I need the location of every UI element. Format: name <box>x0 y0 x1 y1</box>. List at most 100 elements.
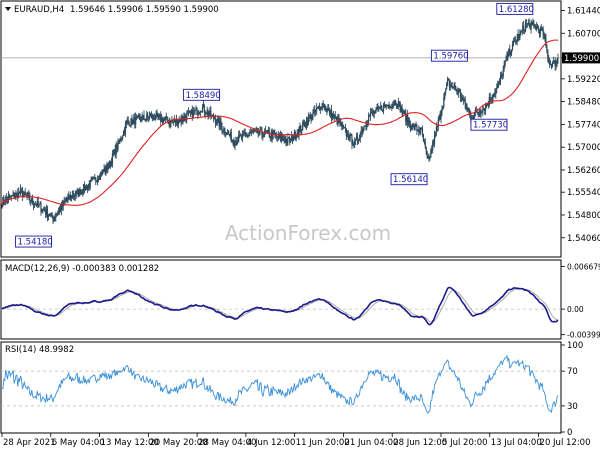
candle <box>221 122 223 135</box>
candle-body <box>239 135 241 136</box>
candle-body <box>262 134 264 138</box>
candle <box>10 195 12 202</box>
candle-body <box>109 162 111 167</box>
candle-body <box>167 121 169 124</box>
candle-body <box>382 104 385 111</box>
candle-body <box>271 132 273 139</box>
candle <box>251 129 253 137</box>
candle-body <box>44 210 46 212</box>
candle-body <box>280 134 282 141</box>
candle <box>426 150 428 159</box>
candle <box>98 174 101 181</box>
candle-body <box>31 198 33 202</box>
candle <box>473 112 476 120</box>
candle <box>286 138 288 146</box>
time-tick-label: 13 May 12:00 <box>101 438 159 448</box>
candle <box>325 105 327 112</box>
candle <box>86 185 88 193</box>
candle <box>21 186 24 201</box>
candle-body <box>484 104 487 111</box>
candle-body <box>4 202 6 203</box>
candle <box>316 106 319 109</box>
candle <box>495 87 497 99</box>
candle <box>410 124 412 131</box>
candle-body <box>12 193 14 196</box>
candle <box>103 163 105 173</box>
candle-body <box>204 112 206 114</box>
candle <box>401 104 403 116</box>
candle-body <box>53 217 55 221</box>
candle <box>134 113 136 129</box>
candle-body <box>469 111 471 114</box>
candle-body <box>224 128 226 134</box>
candle-body <box>461 98 463 100</box>
candle <box>373 110 375 119</box>
candle <box>276 131 278 142</box>
candle-body <box>530 23 532 30</box>
candle <box>346 130 348 138</box>
candle-body <box>94 176 96 178</box>
ohlc-readout: 1.59646 1.59906 1.59590 1.59900 <box>70 5 219 15</box>
candle-body <box>291 135 293 139</box>
candle-body <box>219 121 221 127</box>
candle-body <box>510 53 512 56</box>
candle-body <box>145 118 147 121</box>
candle <box>348 134 350 142</box>
rsi-panel[interactable] <box>0 341 562 434</box>
candle <box>17 188 19 202</box>
candle-body <box>80 191 82 195</box>
candle-body <box>472 115 475 119</box>
candle <box>309 111 311 120</box>
candle <box>182 115 184 125</box>
candle <box>419 127 421 135</box>
candle <box>213 116 216 120</box>
macd-panel[interactable] <box>0 259 562 340</box>
candle <box>467 107 469 112</box>
candle-body <box>36 201 38 207</box>
candle <box>261 126 263 140</box>
candle-body <box>424 141 426 147</box>
candle-body <box>546 45 548 50</box>
candle <box>524 19 527 33</box>
candle-body <box>155 113 157 120</box>
candle <box>110 157 113 167</box>
candle <box>310 113 312 124</box>
candle-body <box>310 115 312 120</box>
candle-body <box>537 28 540 30</box>
candle-body <box>394 100 397 105</box>
candle-body <box>97 178 99 182</box>
candle-body <box>355 139 357 141</box>
candle-body <box>251 130 253 133</box>
rsi-tick-label: 70 <box>567 367 578 377</box>
candle-body <box>138 115 140 118</box>
candle-body <box>510 49 513 54</box>
candle-body <box>272 131 274 139</box>
candle-body <box>207 110 209 116</box>
candle-body <box>536 26 538 30</box>
candle <box>358 134 360 142</box>
candle <box>67 193 69 204</box>
candle-body <box>480 112 482 114</box>
candle-body <box>247 134 249 136</box>
candle-body <box>407 114 409 124</box>
candle <box>457 87 459 96</box>
price-panel[interactable] <box>0 0 562 258</box>
candle-body <box>6 198 9 201</box>
candle-body <box>487 103 489 105</box>
candle-body <box>549 64 552 66</box>
candle-body <box>329 109 332 115</box>
candle-body <box>300 125 302 131</box>
candle <box>454 81 456 91</box>
candle-body <box>137 115 140 117</box>
candle <box>528 18 530 28</box>
caret-down-icon[interactable] <box>5 7 11 11</box>
candle-body <box>110 161 112 167</box>
candle-body <box>529 23 531 30</box>
candle-body <box>99 172 101 180</box>
candle <box>62 200 64 211</box>
candle <box>189 110 192 117</box>
candle-body <box>111 153 114 164</box>
candle-body <box>316 107 319 109</box>
